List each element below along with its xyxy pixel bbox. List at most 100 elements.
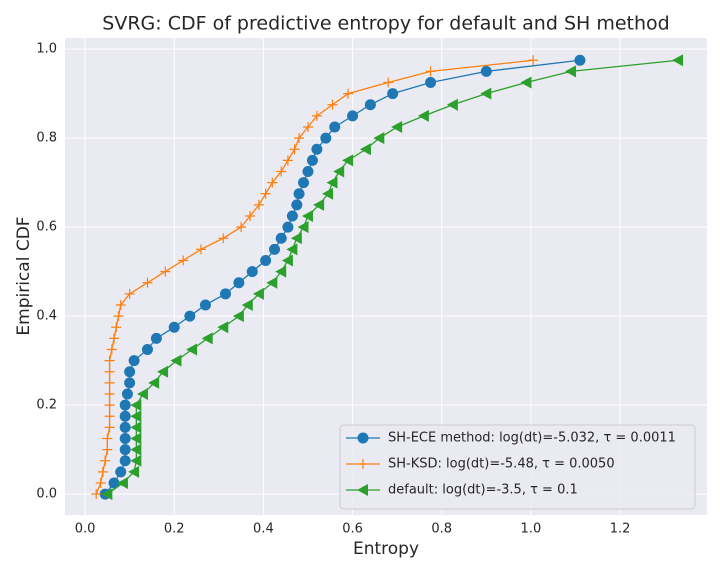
marker <box>282 221 294 233</box>
marker <box>217 321 229 334</box>
marker <box>130 443 142 456</box>
y-tick-label: 0.8 <box>36 131 57 146</box>
marker <box>294 133 305 144</box>
marker <box>417 109 429 122</box>
marker <box>168 321 180 333</box>
marker <box>320 132 332 144</box>
marker <box>359 143 371 156</box>
marker <box>124 366 136 378</box>
marker <box>101 488 113 501</box>
marker <box>95 477 106 488</box>
grid <box>65 38 707 515</box>
marker <box>119 421 131 433</box>
marker <box>322 187 334 200</box>
y-tick-label: 0.6 <box>36 220 57 235</box>
marker <box>199 299 211 311</box>
marker <box>266 276 278 289</box>
marker <box>672 54 684 67</box>
marker <box>104 377 115 388</box>
x-tick-label: 0.2 <box>164 522 185 537</box>
marker <box>425 66 436 77</box>
marker <box>115 299 126 310</box>
marker <box>170 354 182 367</box>
marker <box>391 120 403 133</box>
marker <box>246 266 258 278</box>
marker <box>357 484 368 496</box>
marker <box>130 454 142 467</box>
marker <box>220 288 231 300</box>
marker <box>260 254 272 266</box>
marker <box>297 221 309 234</box>
marker <box>269 243 281 255</box>
marker <box>281 254 293 267</box>
marker <box>282 155 293 166</box>
marker <box>130 399 142 412</box>
marker <box>267 177 278 188</box>
x-tick-label: 0.8 <box>431 522 452 537</box>
marker <box>102 433 113 444</box>
marker <box>298 177 310 189</box>
marker <box>150 332 162 344</box>
marker <box>109 333 120 344</box>
marker <box>286 243 298 256</box>
marker <box>232 310 244 323</box>
marker <box>364 99 376 111</box>
marker <box>160 266 171 277</box>
x-tick-label: 0.6 <box>342 522 363 537</box>
marker <box>141 343 153 355</box>
marker <box>119 432 131 444</box>
marker <box>116 476 128 489</box>
marker <box>313 198 325 211</box>
y-axis-label: Empirical CDF <box>14 216 34 335</box>
marker <box>357 432 369 444</box>
marker <box>245 210 256 221</box>
marker <box>275 265 287 278</box>
marker <box>302 165 314 177</box>
marker <box>383 77 394 88</box>
marker <box>148 376 160 389</box>
marker <box>124 288 135 299</box>
marker <box>233 277 245 289</box>
marker <box>301 209 313 222</box>
series-line <box>95 59 534 495</box>
y-tick-label: 0.4 <box>36 309 57 324</box>
legend-label: SH-KSD: log(dt)=-5.48, τ = 0.0050 <box>388 457 615 472</box>
marker <box>311 110 322 121</box>
marker <box>119 399 131 411</box>
marker <box>178 255 189 266</box>
marker <box>373 132 385 145</box>
marker <box>290 232 302 245</box>
y-tick-label: 1.0 <box>36 42 57 57</box>
x-tick-label: 0.0 <box>75 522 96 537</box>
marker <box>291 199 303 211</box>
x-tick-label: 0.4 <box>253 522 274 537</box>
marker <box>241 298 253 311</box>
marker <box>104 400 115 411</box>
x-axis-label: Entropy <box>353 539 419 559</box>
marker <box>124 377 136 389</box>
marker <box>333 165 345 178</box>
marker <box>236 222 247 233</box>
marker <box>91 489 102 500</box>
marker <box>157 365 169 378</box>
marker <box>347 110 359 122</box>
marker <box>311 143 323 155</box>
marker <box>289 144 300 155</box>
series-line <box>104 59 581 495</box>
x-tick-label: 1.0 <box>521 522 542 537</box>
marker <box>104 388 115 399</box>
marker <box>113 311 124 322</box>
marker <box>130 410 142 423</box>
marker <box>128 465 140 478</box>
legend-label: default: log(dt)=-3.5, τ = 0.1 <box>388 483 578 498</box>
marker <box>446 98 458 111</box>
marker <box>326 176 338 189</box>
marker <box>574 54 586 66</box>
marker <box>119 444 131 456</box>
marker <box>142 277 153 288</box>
legend-label: SH-ECE method: log(dt)=-5.032, τ = 0.001… <box>388 431 676 446</box>
marker <box>480 65 492 77</box>
marker <box>106 344 117 355</box>
marker <box>184 310 196 322</box>
